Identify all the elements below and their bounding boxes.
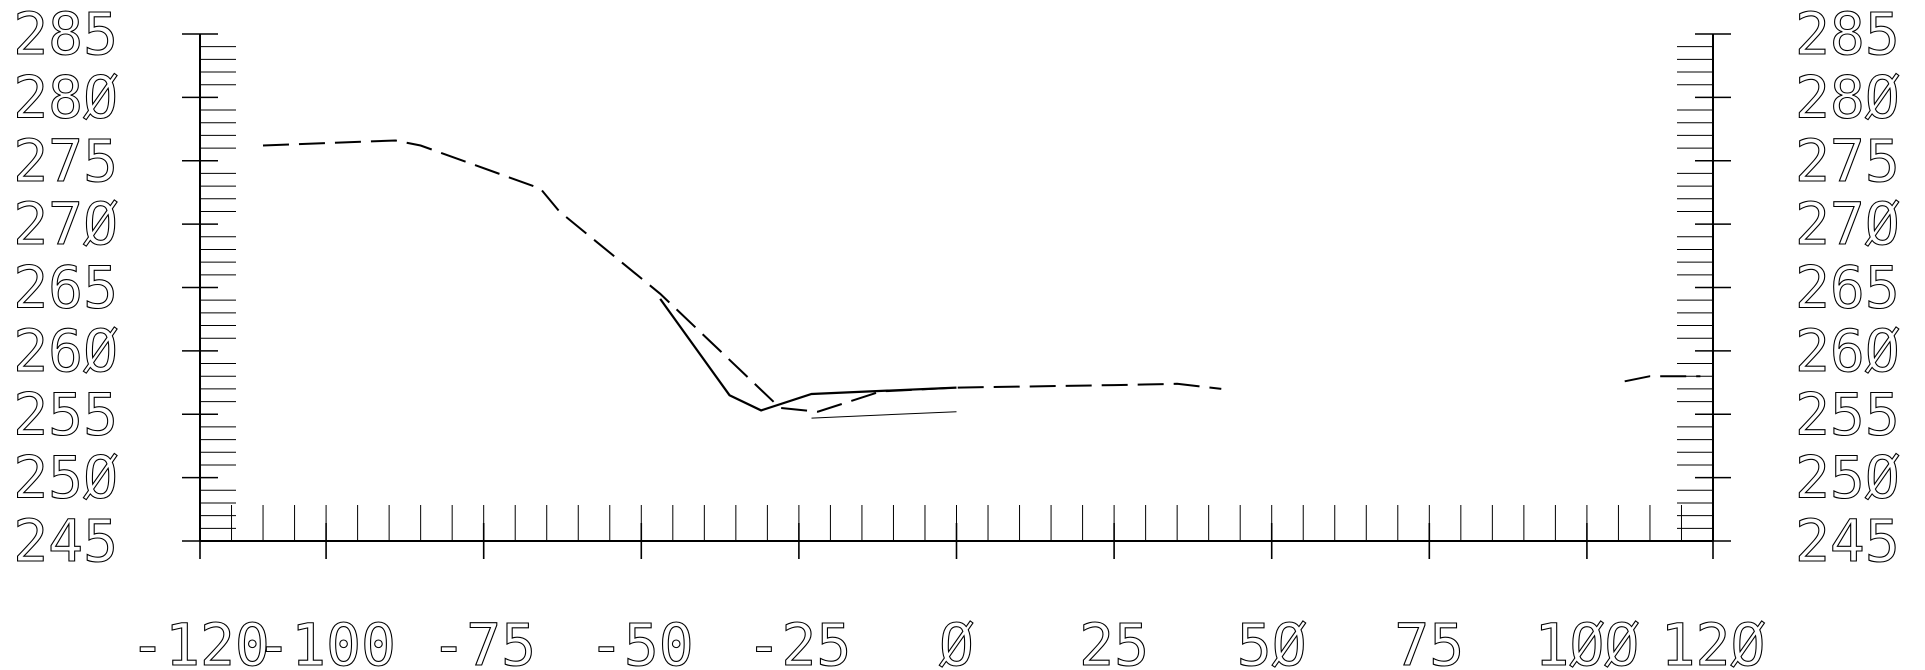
y-tick-label-left: 27Ø <box>13 190 118 258</box>
y-tick-label-right: 255 <box>1795 380 1900 448</box>
x-tick-label: -100 <box>256 611 396 670</box>
y-tick-label-left: 265 <box>13 254 118 322</box>
x-tick-label: 1ØØ <box>1535 611 1640 670</box>
x-tick-label: 5Ø <box>1237 611 1307 670</box>
x-tick-label: -50 <box>589 611 694 670</box>
x-tick-label: 12Ø <box>1661 611 1766 670</box>
y-tick-label-left: 275 <box>13 127 118 195</box>
y-tick-label-right: 265 <box>1795 254 1900 322</box>
y-tick-label-right: 275 <box>1795 127 1900 195</box>
y-tick-label-left: 28Ø <box>13 63 118 131</box>
series-thin-line <box>811 411 957 419</box>
x-tick-label: 25 <box>1079 611 1149 670</box>
series-solid-line <box>659 298 957 412</box>
x-tick-label: Ø <box>939 611 974 670</box>
y-tick-label-left: 26Ø <box>13 317 118 385</box>
y-tick-label-right: 245 <box>1795 507 1900 575</box>
x-tick-label: 75 <box>1394 611 1464 670</box>
y-tick-label-right: 25Ø <box>1795 444 1900 512</box>
y-tick-label-left: 285 <box>13 0 118 68</box>
series-dashed-line <box>262 139 1222 413</box>
x-tick-label: -25 <box>747 611 852 670</box>
axis-ticks <box>182 33 1731 559</box>
series-dashed-line <box>1624 375 1701 383</box>
x-tick-label: -120 <box>130 611 270 670</box>
y-tick-label-right: 28Ø <box>1795 63 1900 131</box>
y-tick-label-left: 245 <box>13 507 118 575</box>
axes <box>199 34 1714 542</box>
y-tick-label-left: 25Ø <box>13 444 118 512</box>
x-tick-label: -75 <box>431 611 536 670</box>
series-lines <box>262 139 1701 419</box>
y-tick-label-right: 285 <box>1795 0 1900 68</box>
y-tick-label-right: 27Ø <box>1795 190 1900 258</box>
y-tick-label-left: 255 <box>13 380 118 448</box>
y-tick-label-right: 26Ø <box>1795 317 1900 385</box>
